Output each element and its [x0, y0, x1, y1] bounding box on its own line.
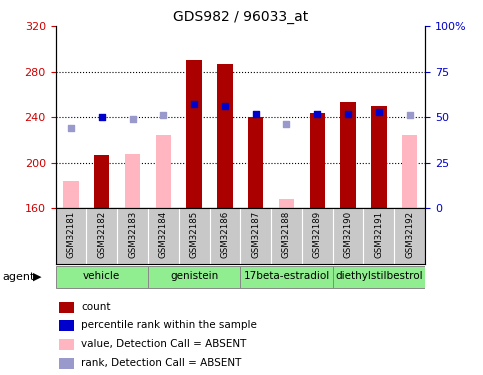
Point — [98, 114, 106, 120]
Point — [190, 102, 198, 108]
Text: GSM32185: GSM32185 — [190, 211, 199, 258]
Point — [406, 112, 413, 118]
Text: GSM32191: GSM32191 — [374, 211, 384, 258]
Point — [252, 111, 259, 117]
Bar — [59, 320, 74, 331]
Bar — [310, 112, 325, 208]
Title: GDS982 / 96033_at: GDS982 / 96033_at — [172, 10, 308, 24]
Text: agent: agent — [2, 272, 35, 282]
Text: GSM32187: GSM32187 — [251, 211, 260, 258]
Point — [344, 111, 352, 117]
Text: rank, Detection Call = ABSENT: rank, Detection Call = ABSENT — [82, 358, 242, 369]
Bar — [125, 154, 140, 208]
Text: GSM32192: GSM32192 — [405, 211, 414, 258]
Text: GSM32183: GSM32183 — [128, 211, 137, 258]
Point — [221, 103, 229, 109]
Bar — [59, 302, 74, 313]
FancyBboxPatch shape — [333, 266, 425, 288]
Text: GSM32181: GSM32181 — [67, 211, 75, 258]
Point — [283, 122, 290, 128]
Bar — [63, 181, 79, 208]
Text: GSM32188: GSM32188 — [282, 211, 291, 258]
Text: 17beta-estradiol: 17beta-estradiol — [243, 272, 329, 281]
Bar — [279, 199, 294, 208]
Text: percentile rank within the sample: percentile rank within the sample — [82, 321, 257, 330]
Text: GSM32184: GSM32184 — [159, 211, 168, 258]
FancyBboxPatch shape — [56, 266, 148, 288]
Bar — [402, 135, 417, 208]
Text: diethylstilbestrol: diethylstilbestrol — [335, 272, 423, 281]
Point — [128, 116, 136, 122]
Point — [159, 112, 167, 118]
Text: GSM32190: GSM32190 — [343, 211, 353, 258]
Bar — [94, 155, 110, 208]
Point — [375, 109, 383, 115]
Point — [313, 111, 321, 117]
Bar — [59, 358, 74, 369]
FancyBboxPatch shape — [240, 266, 333, 288]
Text: GSM32189: GSM32189 — [313, 211, 322, 258]
Text: GSM32182: GSM32182 — [97, 211, 106, 258]
Text: GSM32186: GSM32186 — [220, 211, 229, 258]
Text: count: count — [82, 302, 111, 312]
Bar — [186, 60, 202, 208]
Bar — [371, 106, 386, 208]
Point — [67, 125, 75, 131]
Bar — [217, 64, 233, 208]
Bar — [341, 102, 356, 208]
Bar — [248, 117, 263, 208]
FancyBboxPatch shape — [148, 266, 240, 288]
Text: vehicle: vehicle — [83, 272, 120, 281]
Bar — [156, 135, 171, 208]
Text: genistein: genistein — [170, 272, 218, 281]
Text: value, Detection Call = ABSENT: value, Detection Call = ABSENT — [82, 339, 247, 350]
Text: ▶: ▶ — [33, 272, 42, 282]
Bar — [59, 339, 74, 350]
